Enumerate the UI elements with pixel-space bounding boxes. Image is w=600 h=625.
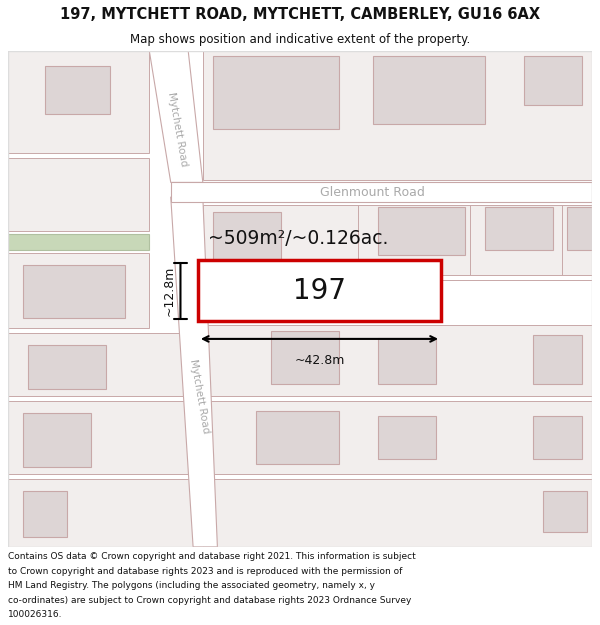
Polygon shape: [373, 56, 485, 124]
Polygon shape: [378, 338, 436, 384]
Polygon shape: [8, 51, 149, 153]
Polygon shape: [203, 205, 592, 275]
Text: to Crown copyright and database rights 2023 and is reproduced with the permissio: to Crown copyright and database rights 2…: [8, 567, 402, 576]
Polygon shape: [8, 253, 149, 328]
Polygon shape: [203, 479, 592, 547]
Polygon shape: [8, 333, 193, 396]
Polygon shape: [378, 416, 436, 459]
Text: Mytchett Road: Mytchett Road: [166, 91, 189, 167]
Polygon shape: [203, 51, 592, 179]
Text: ~509m²/~0.126ac.: ~509m²/~0.126ac.: [208, 229, 388, 248]
Polygon shape: [171, 197, 217, 547]
Polygon shape: [378, 207, 465, 256]
Polygon shape: [149, 51, 203, 182]
Polygon shape: [203, 325, 592, 396]
Polygon shape: [8, 158, 149, 231]
Polygon shape: [203, 401, 592, 474]
Polygon shape: [8, 401, 193, 474]
Polygon shape: [28, 345, 106, 389]
Polygon shape: [23, 491, 67, 537]
Polygon shape: [533, 416, 582, 459]
Polygon shape: [524, 56, 582, 105]
Polygon shape: [212, 212, 281, 260]
Polygon shape: [23, 265, 125, 319]
Text: co-ordinates) are subject to Crown copyright and database rights 2023 Ordnance S: co-ordinates) are subject to Crown copyr…: [8, 596, 411, 605]
Polygon shape: [567, 207, 592, 251]
Text: Glenmount Road: Glenmount Road: [320, 186, 425, 199]
Polygon shape: [8, 479, 193, 547]
Polygon shape: [23, 412, 91, 467]
Text: 100026316.: 100026316.: [8, 610, 62, 619]
Text: 197, MYTCHETT ROAD, MYTCHETT, CAMBERLEY, GU16 6AX: 197, MYTCHETT ROAD, MYTCHETT, CAMBERLEY,…: [60, 7, 540, 22]
Polygon shape: [212, 56, 339, 129]
Text: Map shows position and indicative extent of the property.: Map shows position and indicative extent…: [130, 34, 470, 46]
Polygon shape: [485, 207, 553, 251]
Text: ~42.8m: ~42.8m: [294, 354, 344, 367]
Text: ~12.8m: ~12.8m: [163, 266, 176, 316]
Polygon shape: [256, 411, 339, 464]
Text: Mytchett Road: Mytchett Road: [188, 358, 211, 434]
Polygon shape: [46, 66, 110, 114]
Polygon shape: [271, 331, 339, 384]
Text: Contains OS data © Crown copyright and database right 2021. This information is : Contains OS data © Crown copyright and d…: [8, 552, 416, 561]
Polygon shape: [533, 335, 582, 384]
Polygon shape: [171, 182, 592, 202]
Polygon shape: [543, 491, 587, 532]
Polygon shape: [8, 234, 149, 251]
Bar: [198, 260, 441, 321]
Text: 197: 197: [293, 277, 346, 305]
Text: HM Land Registry. The polygons (including the associated geometry, namely x, y: HM Land Registry. The polygons (includin…: [8, 581, 375, 590]
